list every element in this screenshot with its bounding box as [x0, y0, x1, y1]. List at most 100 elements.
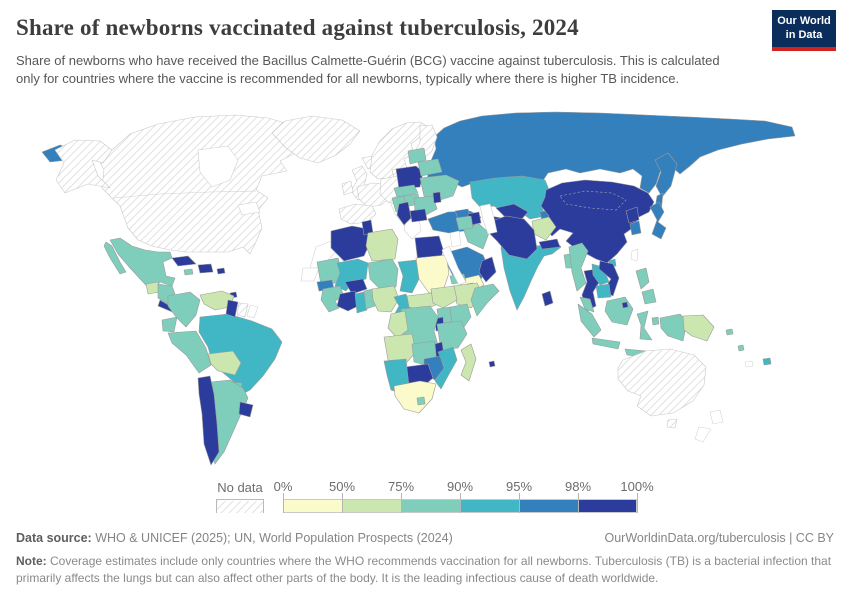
country-nigeria[interactable]	[371, 285, 400, 313]
world-map	[0, 110, 850, 472]
country-iraq[interactable]	[462, 223, 490, 250]
country-solomon-islands[interactable]	[725, 328, 734, 336]
country-tasmania[interactable]	[666, 418, 678, 429]
country-new-caledonia[interactable]	[744, 360, 754, 368]
country-baltic-states[interactable]	[407, 147, 427, 165]
country-brazil[interactable]	[198, 313, 283, 397]
owid-logo[interactable]: Our World in Data	[772, 10, 836, 51]
country-jordan-israel[interactable]	[449, 230, 462, 248]
owid-link[interactable]: OurWorldinData.org/tuberculosis | CC BY	[604, 531, 835, 545]
country-guyana[interactable]	[225, 299, 239, 318]
country-colombia[interactable]	[167, 291, 201, 328]
legend-segment-75-90%[interactable]	[401, 499, 460, 513]
legend-tick-label: 50%	[328, 479, 356, 494]
country-moldova[interactable]	[432, 191, 442, 204]
country-philippines-mindanao[interactable]	[641, 288, 657, 305]
country-indonesia-moluccas[interactable]	[651, 316, 660, 326]
country-jamaica[interactable]	[183, 268, 194, 276]
country-puerto-rico[interactable]	[216, 267, 226, 275]
country-fiji[interactable]	[762, 357, 772, 366]
legend-tick-label: 98%	[564, 479, 592, 494]
country-lesotho[interactable]	[416, 396, 426, 406]
legend-tick-mark	[519, 493, 520, 513]
country-indonesia-java[interactable]	[591, 337, 621, 350]
country-uzbekistan[interactable]	[495, 203, 529, 222]
country-australia[interactable]	[617, 348, 707, 417]
legend-segment-95-98%[interactable]	[519, 499, 578, 513]
country-sri-lanka[interactable]	[541, 290, 554, 307]
country-bulgaria[interactable]	[409, 208, 428, 223]
country-chad[interactable]	[397, 259, 420, 294]
legend-segment-98-100%[interactable]	[578, 499, 637, 513]
country-ecuador[interactable]	[161, 316, 178, 333]
country-russia-kamchatka[interactable]	[654, 152, 678, 198]
country-oman[interactable]	[478, 256, 497, 283]
country-angola[interactable]	[383, 333, 417, 363]
country-algeria[interactable]	[330, 225, 371, 262]
country-guinea-sierra-leone[interactable]	[320, 285, 345, 313]
country-uruguay[interactable]	[238, 401, 254, 418]
legend-segment-50-75%[interactable]	[342, 499, 401, 513]
legend-segment-0-50%[interactable]	[283, 499, 342, 513]
country-suriname[interactable]	[236, 302, 249, 318]
country-greenland[interactable]	[271, 115, 361, 164]
country-french-guiana[interactable]	[246, 304, 259, 319]
country-serbia-albania[interactable]	[396, 201, 412, 226]
country-chile[interactable]	[197, 375, 220, 466]
country-ireland[interactable]	[341, 180, 354, 196]
country-madagascar[interactable]	[460, 343, 477, 382]
country-mexico-baja[interactable]	[103, 241, 127, 275]
country-south-africa[interactable]	[393, 380, 437, 414]
country-borneo[interactable]	[604, 296, 634, 326]
hudson-bay	[197, 145, 239, 188]
country-north-korea[interactable]	[625, 206, 640, 224]
country-norway-sweden[interactable]	[369, 121, 429, 180]
country-ghana[interactable]	[354, 291, 368, 314]
country-malaysia[interactable]	[579, 296, 595, 313]
country-nepal[interactable]	[538, 238, 561, 250]
red-sea	[441, 245, 467, 286]
country-indonesia-sumatra[interactable]	[577, 303, 602, 338]
country-libya[interactable]	[365, 228, 399, 262]
country-papua-new-guinea[interactable]	[682, 314, 715, 342]
country-czechia-slovakia[interactable]	[393, 184, 419, 198]
country-cuba[interactable]	[171, 255, 197, 267]
country-new-zealand-south[interactable]	[694, 426, 712, 443]
country-spain-portugal[interactable]	[338, 203, 377, 225]
country-indonesia-papua[interactable]	[659, 313, 688, 342]
country-ukraine[interactable]	[419, 174, 460, 202]
country-belarus[interactable]	[417, 158, 443, 177]
country-peru[interactable]	[167, 330, 212, 374]
country-cambodia[interactable]	[595, 283, 612, 299]
no-data-swatch[interactable]	[216, 499, 264, 513]
country-mexico[interactable]	[109, 237, 176, 293]
country-taiwan[interactable]	[630, 248, 639, 262]
country-cote-divoire[interactable]	[336, 290, 359, 312]
country-alaska[interactable]	[54, 139, 113, 194]
legend-segment-90-95%[interactable]	[460, 499, 519, 513]
legend-tick-label: 95%	[505, 479, 533, 494]
country-vanuatu[interactable]	[737, 344, 745, 352]
country-philippines-luzon[interactable]	[635, 267, 650, 290]
country-myanmar[interactable]	[568, 242, 589, 292]
country-south-sudan[interactable]	[430, 285, 458, 309]
country-niger[interactable]	[367, 258, 399, 290]
legend-tick-label: 0%	[273, 479, 293, 494]
country-western-sahara[interactable]	[300, 267, 320, 282]
country-canada-usa[interactable]	[97, 114, 306, 255]
country-south-korea[interactable]	[629, 220, 642, 236]
country-brunei[interactable]	[621, 301, 629, 309]
country-syria[interactable]	[455, 215, 474, 231]
country-new-zealand-north[interactable]	[709, 409, 724, 425]
country-bolivia[interactable]	[207, 350, 242, 376]
country-haiti-dominican-republic[interactable]	[197, 263, 214, 274]
country-burkina-faso[interactable]	[344, 278, 368, 295]
country-indonesia-sulawesi[interactable]	[636, 310, 653, 341]
country-gabon-congo[interactable]	[387, 310, 409, 339]
owid-logo-line1: Our World	[777, 15, 831, 27]
country-japan[interactable]	[649, 201, 667, 240]
country-iran[interactable]	[486, 215, 538, 260]
country-mauritius[interactable]	[488, 360, 496, 368]
data-source-label: Data source:	[16, 531, 92, 545]
country-somalia[interactable]	[470, 283, 500, 317]
